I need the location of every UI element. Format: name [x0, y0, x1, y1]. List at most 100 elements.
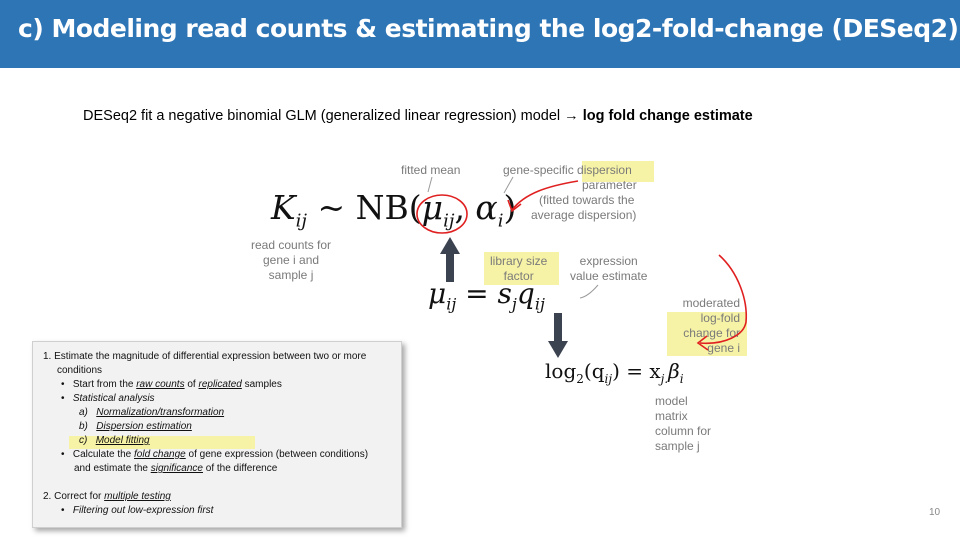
moderated-line-2: log-fold: [700, 311, 740, 325]
raw-counts-text-2: raw counts: [136, 379, 185, 390]
label-model-matrix: model matrix column for sample j: [655, 394, 711, 454]
red-arrow-moderated-head: [696, 335, 709, 351]
bullet-raw-counts: • Start from the raw counts of replicate…: [61, 379, 282, 390]
fold-change-text-3: of gene expression (between conditions): [185, 449, 369, 460]
sub-step-c-text: Model fitting: [95, 435, 150, 446]
up-arrow-icon: [440, 237, 460, 282]
step-2-text-2: multiple testing: [104, 491, 171, 502]
steps-panel: 1. Estimate the magnitude of differentia…: [32, 341, 402, 528]
eq-comma: ,: [454, 188, 476, 227]
significance-text-1: and estimate the: [74, 463, 151, 474]
step-2-line: 2. Correct for multiple testing: [43, 491, 171, 502]
sub-step-b: b) Dispersion estimation: [79, 421, 192, 432]
step-1-line-cont: conditions: [57, 365, 103, 376]
eq-nb: ~ NB(: [307, 188, 422, 227]
sub-step-c: c) Model fitting: [79, 435, 150, 446]
bullet-fold-change: • Calculate the fold change of gene expr…: [61, 449, 368, 460]
eq-k: K: [271, 188, 296, 227]
eq3-log: log: [545, 359, 577, 383]
model-line-4: sample j: [655, 439, 700, 453]
red-arrow-dispersion: [511, 180, 579, 211]
expression-line-2: value estimate: [570, 269, 648, 283]
eq-mu: μ: [421, 188, 444, 227]
red-arrow-moderated: [699, 254, 748, 345]
slide-title: c) Modeling read counts & estimating the…: [18, 14, 959, 43]
equation-mean: μij = sjqij: [428, 277, 545, 314]
sub-step-b-text: Dispersion estimation: [96, 421, 192, 432]
read-counts-line-2: gene i and: [262, 253, 320, 267]
red-circle-mu: [416, 194, 468, 234]
step-2-text-1: 2. Correct for: [43, 491, 105, 502]
eq2-s-sub: j: [511, 294, 517, 314]
raw-counts-text-5: samples: [241, 379, 282, 390]
eq2-equals: =: [456, 277, 498, 310]
label-dispersion: gene-specific dispersion parameter (fitt…: [503, 163, 637, 223]
moderated-line-1: moderated: [682, 296, 740, 310]
eq3-arg: (q: [583, 359, 605, 383]
eq3-beta: β: [668, 359, 680, 383]
eq3-x-sub: j.: [660, 372, 669, 386]
step-1-line: 1. Estimate the magnitude of differentia…: [43, 351, 367, 362]
bullet-filtering: • Filtering out low-expression first: [61, 505, 213, 516]
dispersion-line-4: average dispersion): [531, 208, 637, 222]
fold-change-text-2: fold change: [134, 449, 186, 460]
raw-counts-text-3: of: [184, 379, 199, 390]
sub-step-c-marker: c): [79, 435, 88, 446]
equation-nb-model: Kij ~ NB(μij, αi): [271, 188, 516, 232]
highlight-dispersion: [582, 161, 654, 182]
significance-text-2: significance: [150, 463, 203, 474]
eq-alpha-sub: i: [497, 210, 504, 232]
label-expression-value: expression value estimate: [570, 254, 647, 284]
dispersion-line-1: gene-specific dispersion: [503, 163, 632, 177]
arrow-icon: →: [564, 108, 579, 124]
dispersion-line-3: (fitted towards the: [539, 193, 635, 207]
equation-log-fold: log2(qij) = xj.βi: [545, 359, 684, 386]
red-arrow-dispersion-head: [507, 199, 522, 213]
eq-k-sub: ij: [295, 210, 307, 232]
label-moderated-lfc: moderated log-fold change for gene i: [676, 296, 740, 356]
intro-bold: log fold change estimate: [582, 108, 753, 124]
label-library-size: library size factor: [490, 254, 547, 284]
eq-mu-sub: ij: [443, 210, 455, 232]
intro-sentence: DESeq2 fit a negative binomial GLM (gene…: [83, 108, 565, 124]
sub-step-a-marker: a): [79, 407, 88, 418]
bullet-statistical-analysis: • Statistical analysis: [61, 393, 155, 404]
eq2-mu: μ: [428, 277, 447, 310]
library-line-2: factor: [503, 269, 534, 283]
raw-counts-text-4: replicated: [198, 379, 242, 390]
eq-alpha: α: [475, 188, 498, 227]
significance-text-3: of the difference: [202, 463, 278, 474]
read-counts-line-1: read counts for: [251, 238, 332, 252]
raw-counts-text-1: Start from the: [72, 379, 137, 390]
fold-change-cont: and estimate the significance of the dif…: [74, 463, 277, 474]
sub-step-a-text: Normalization/transformation: [96, 407, 225, 418]
highlight-model-fitting: [69, 436, 255, 449]
moderated-line-3: change for: [683, 326, 740, 340]
fold-change-text-1: Calculate the: [72, 449, 135, 460]
dispersion-line-2: parameter: [582, 178, 637, 192]
moderated-line-4: gene i: [707, 341, 740, 355]
bullet-icon: •: [61, 379, 65, 390]
filtering-text: Filtering out low-expression first: [72, 505, 214, 516]
eq2-mu-sub: ij: [446, 294, 457, 314]
expression-line-1: expression: [579, 254, 638, 268]
label-read-counts: read counts for gene i and sample j: [251, 238, 331, 283]
sub-step-b-marker: b): [79, 421, 88, 432]
eq3-arg-sub: ij: [604, 372, 613, 386]
down-arrow-icon: [548, 313, 568, 358]
eq2-q: q: [516, 277, 535, 310]
model-line-3: column for: [655, 424, 712, 438]
sub-step-a: a) Normalization/transformation: [79, 407, 224, 418]
statistical-analysis-text: Statistical analysis: [72, 393, 155, 404]
pointer-line-expression: [579, 284, 599, 299]
pointer-line-dispersion: [503, 176, 514, 194]
label-fitted-mean: fitted mean: [401, 163, 461, 177]
eq3-beta-sub: i: [679, 372, 684, 386]
read-counts-line-3: sample j: [268, 268, 314, 282]
page-number: 10: [929, 507, 941, 518]
eq2-s: s: [497, 277, 512, 310]
bullet-icon: •: [61, 393, 65, 404]
model-line-2: matrix: [655, 409, 688, 423]
library-line-1: library size: [490, 254, 548, 268]
